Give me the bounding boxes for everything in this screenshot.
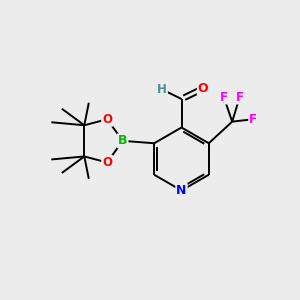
Text: N: N [176,184,187,197]
Text: H: H [157,83,167,96]
Text: F: F [236,91,244,103]
Text: F: F [249,113,257,126]
Text: B: B [118,134,128,147]
Text: O: O [102,156,112,169]
Text: O: O [198,82,208,95]
Text: O: O [102,113,112,126]
Text: F: F [220,91,228,103]
